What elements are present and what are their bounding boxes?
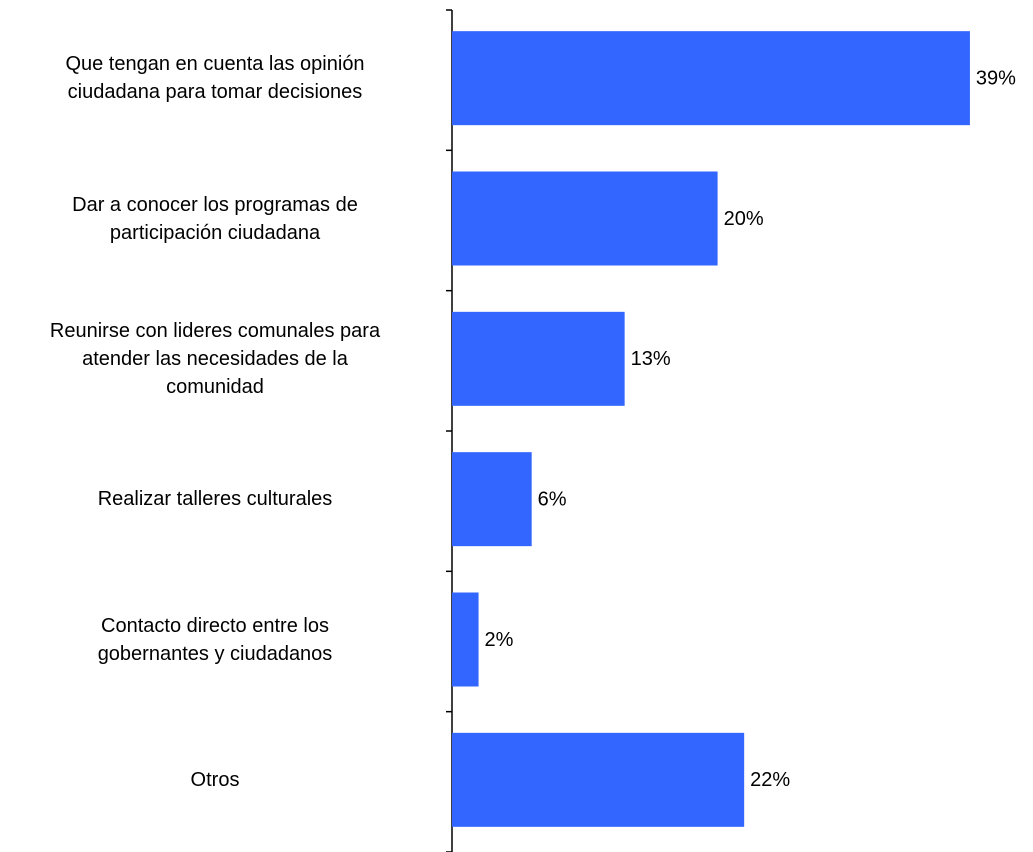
bar <box>452 592 479 687</box>
category-label: Contacto directo entre los gobernantes y… <box>97 614 333 665</box>
value-label: 20% <box>724 208 764 230</box>
value-label: 13% <box>631 348 671 370</box>
bar <box>452 171 718 266</box>
category-label: Dar a conocer los programas de participa… <box>72 193 358 244</box>
bar <box>452 452 532 547</box>
bar <box>452 732 745 827</box>
value-label: 6% <box>538 488 567 510</box>
category-label: Reunirse con lideres comunales para aten… <box>49 319 381 398</box>
value-label: 22% <box>750 769 790 791</box>
bar <box>452 311 625 406</box>
category-label: Otros <box>190 768 240 791</box>
value-label: 39% <box>976 67 1016 89</box>
bar <box>452 31 970 126</box>
value-label: 2% <box>485 629 514 651</box>
category-label: Que tengan en cuenta las opinión ciudada… <box>65 53 365 104</box>
category-label: Realizar talleres culturales <box>97 488 333 511</box>
